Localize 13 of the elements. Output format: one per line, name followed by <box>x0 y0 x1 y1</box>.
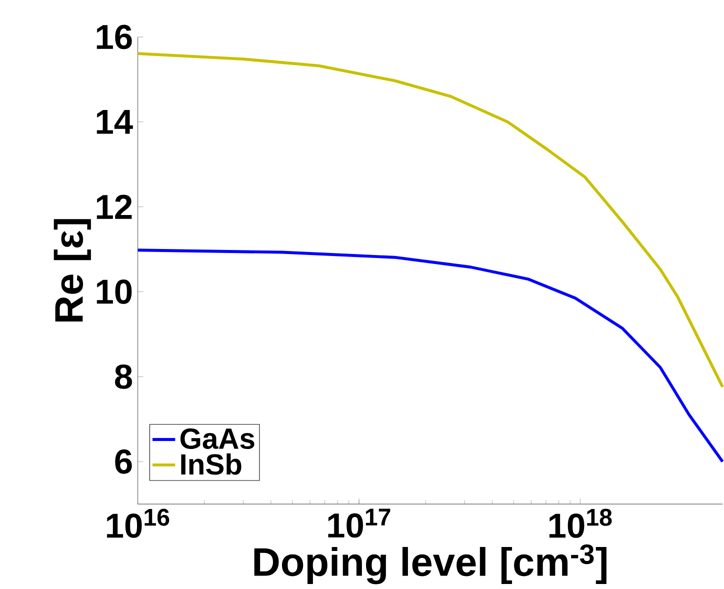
y-tick-label: 14 <box>96 110 133 134</box>
x-axis-title: Doping level [cm$^{-3}$] <box>254 544 606 584</box>
y-tick-label: 10 <box>96 280 132 304</box>
y-tick-label: 12 <box>96 194 132 219</box>
y-axis-title: Re [ε] <box>54 219 91 322</box>
y-tick-label: 16 <box>96 24 132 50</box>
x-tick-label: 10$^{18}$ <box>549 508 612 538</box>
x-tick-label: 10$^{17}$ <box>328 508 390 538</box>
legend-label: InSb <box>181 453 242 475</box>
y-tick-label: 6 <box>115 449 132 474</box>
x-tick-label: 10$^{16}$ <box>107 508 170 538</box>
y-tick-label: 8 <box>115 364 132 389</box>
legend-label: GaAs <box>180 428 254 450</box>
